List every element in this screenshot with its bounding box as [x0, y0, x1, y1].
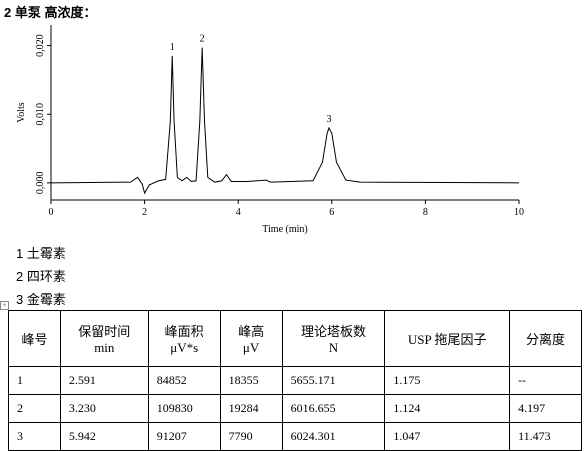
trace [50, 47, 520, 195]
header-text: 峰号 [21, 332, 48, 347]
header-text: USP 拖尾因子 [407, 332, 487, 347]
header-text: 峰高 [238, 324, 265, 339]
cell: 84852 [147, 366, 221, 395]
table-handle[interactable]: + [0, 301, 9, 310]
cell: 5.942 [59, 422, 149, 451]
chart: 0 2 4 6 8 10 0,000 0,010 0,020 Time (min) Volts 1 2 3 [16, 25, 524, 235]
header-text: 分离度 [526, 332, 566, 347]
cell: 7790 [219, 422, 283, 451]
x-tick-label: 6 [329, 207, 334, 218]
cell: 6016.655 [281, 394, 386, 423]
cell: 6024.301 [281, 422, 386, 451]
x-axis-label: Time (min) [262, 224, 307, 235]
cell: 3.230 [59, 394, 149, 423]
header-cell: 分离度 [509, 310, 582, 367]
peak-label: 2 [200, 34, 205, 45]
header-cell: 峰号 [8, 310, 61, 367]
legend-item: 1 土霉素 [16, 246, 66, 261]
x-tick-label: 10 [514, 207, 524, 218]
header-cell: 保留时间 min [59, 310, 149, 367]
table: 峰号 保留时间 min 峰面积 μV*s 峰高 μV 理论塔板数 N USP 拖尾因子 分离度 1 2.… [8, 310, 582, 451]
header-text: μV*s [170, 340, 199, 355]
header-text: 保留时间 [78, 324, 131, 339]
x-tick-label: 0 [49, 207, 54, 218]
data-row: 2 3.230 109830 19284 6016.655 1.124 4.197 [8, 394, 582, 423]
cell: 2.591 [59, 366, 149, 395]
x-tick-label: 4 [236, 207, 241, 218]
cell: 4.197 [509, 394, 582, 423]
y-axis-label: Volts [16, 102, 27, 122]
header-text: N [328, 340, 339, 355]
cell: 109830 [147, 394, 221, 423]
cell: 5655.171 [281, 366, 386, 395]
header-text: min [94, 340, 115, 355]
x-tick-label: 2 [142, 207, 147, 218]
cell: 91207 [147, 422, 221, 451]
header-text: 理论塔板数 [300, 324, 366, 339]
cell: 3 [8, 422, 61, 451]
x-tick-label: 8 [423, 207, 428, 218]
cell: 1.175 [384, 366, 511, 395]
cell: 19284 [219, 394, 283, 423]
title: 2 单泵 高浓度： [4, 5, 97, 20]
header-row: 峰号 保留时间 min 峰面积 μV*s 峰高 μV 理论塔板数 N USP 拖尾因子 分离度 [8, 310, 582, 367]
header-cell: USP 拖尾因子 [384, 310, 511, 367]
cell: 2 [8, 394, 61, 423]
header-cell: 理论塔板数 N [281, 310, 386, 367]
y-tick-label: 0,000 [35, 172, 46, 195]
cell: 11.473 [509, 422, 582, 451]
legend-item: 2 四环素 [16, 269, 66, 284]
cell: 18355 [219, 366, 283, 395]
header-cell: 峰高 μV [219, 310, 283, 367]
peak-label: 3 [326, 114, 331, 125]
y-tick-label: 0,010 [35, 103, 46, 126]
data-row: 3 5.942 91207 7790 6024.301 1.047 11.473 [8, 422, 582, 451]
cell: -- [509, 366, 582, 395]
legend-item: 3 金霉素 [16, 292, 66, 307]
cell: 1.124 [384, 394, 511, 423]
header-cell: 峰面积 μV*s [147, 310, 221, 367]
cell: 1.047 [384, 422, 511, 451]
peak-label: 1 [170, 42, 175, 53]
cell: 1 [8, 366, 61, 395]
axis-frame [50, 25, 519, 201]
header-text: 峰面积 [164, 324, 204, 339]
y-tick-label: 0,020 [35, 34, 46, 57]
header-text: μV [242, 340, 260, 355]
data-row: 1 2.591 84852 18355 5655.171 1.175 -- [8, 366, 582, 395]
